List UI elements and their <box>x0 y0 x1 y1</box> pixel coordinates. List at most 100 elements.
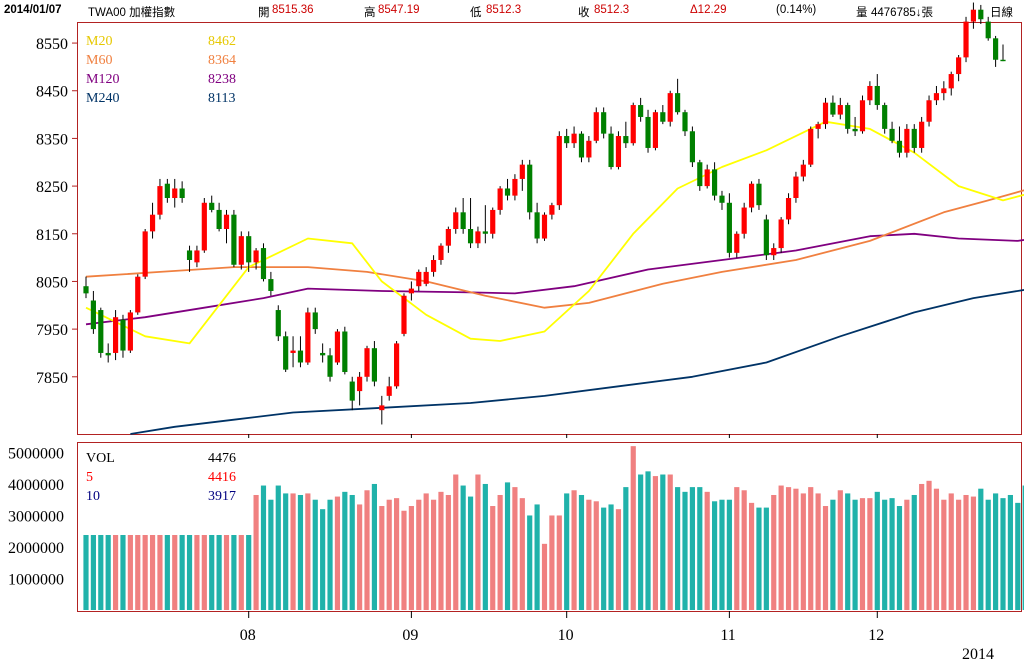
candle-body <box>978 9 984 20</box>
volume-bar <box>527 515 533 610</box>
volume-tick-label: 3000000 <box>8 508 64 525</box>
volume-bar <box>800 493 806 610</box>
candle-body <box>268 279 274 291</box>
candle-body <box>401 295 407 334</box>
volume-bar <box>534 504 540 610</box>
volume-bar <box>993 493 999 610</box>
candle-body <box>423 271 429 284</box>
volume-bar <box>726 499 732 610</box>
price-legend: M20 8462 M60 8364 M120 8238 M240 8113 <box>86 34 236 106</box>
candlesticks <box>83 2 1006 425</box>
quote-header: 2014/01/07 TWA00 加權指數 開 8515.36 高 8547.1… <box>0 0 1024 22</box>
candle-body <box>179 188 185 199</box>
volume-bar <box>941 499 947 610</box>
legend-m60-value: 8364 <box>208 53 236 68</box>
candle-body <box>985 21 991 39</box>
candle-body <box>497 188 503 210</box>
candle-body <box>149 214 156 232</box>
volume-bar <box>105 535 111 610</box>
candle-body <box>394 343 400 387</box>
volume-bar <box>172 535 178 610</box>
candle-body <box>83 286 89 294</box>
legend-m60-name: M60 <box>86 53 112 68</box>
candle-body <box>778 219 784 249</box>
candle-body <box>142 231 148 277</box>
legend-m20-value: 8462 <box>208 34 236 49</box>
legend-m240-value: 8113 <box>208 91 235 106</box>
candle-body <box>660 112 666 122</box>
candle-body <box>963 21 969 58</box>
candle-body <box>238 236 244 265</box>
candle-body <box>460 212 466 229</box>
candle-body <box>830 102 836 115</box>
year-label: 2014 <box>962 646 994 662</box>
volume-bar <box>512 487 518 610</box>
volume-bar <box>297 494 304 610</box>
candle-body <box>815 124 821 129</box>
volume-bar <box>756 507 762 610</box>
volume-bar <box>697 487 703 610</box>
candle-body <box>712 169 718 196</box>
candle-body <box>837 105 843 115</box>
month-label: 09 <box>402 627 418 644</box>
candle-body <box>386 386 392 396</box>
candle-body <box>194 250 200 263</box>
volume-bar <box>623 487 629 610</box>
volume-bar <box>837 490 843 610</box>
volume-bar <box>386 499 392 610</box>
candle-body <box>726 202 732 253</box>
vol-legend-value: 3917 <box>208 489 236 504</box>
volume-bar <box>859 498 866 610</box>
candle-body <box>719 195 725 203</box>
candle-body <box>785 198 792 220</box>
volume-bar <box>926 480 932 610</box>
volume-bar <box>593 501 599 610</box>
candle-body <box>201 202 207 251</box>
volume-tick-label: 4000000 <box>8 477 64 494</box>
volume-bar <box>845 493 851 610</box>
candle-body <box>734 233 740 253</box>
volume-bar <box>578 494 585 610</box>
volume-bar <box>830 499 836 610</box>
volume-tick-label: 2000000 <box>8 540 64 557</box>
volume-bar <box>223 535 230 610</box>
volume-value: 4476785↓張 <box>871 7 934 19</box>
candle-body <box>157 186 163 215</box>
volume-bar <box>112 535 119 610</box>
volume-bar <box>682 491 688 610</box>
volume-bar <box>778 485 784 610</box>
month-label: 11 <box>720 627 735 644</box>
candle-body <box>364 348 370 377</box>
volume-bar <box>852 499 858 610</box>
vol-legend-value: 4476 <box>208 451 236 466</box>
volume-bar <box>808 487 814 610</box>
volume-bar <box>142 535 148 610</box>
candle-body <box>416 271 422 287</box>
candle-body <box>800 164 806 177</box>
volume-bar <box>120 535 126 610</box>
volume-bar <box>571 490 577 610</box>
candle-body <box>956 57 962 75</box>
candle-body <box>275 310 281 337</box>
month-label: 10 <box>558 627 574 644</box>
candle-body <box>519 164 525 179</box>
volume-bar <box>268 499 274 610</box>
candle-body <box>334 331 341 363</box>
candle-body <box>186 250 193 260</box>
month-label: 12 <box>868 627 884 644</box>
candle-body <box>852 128 858 132</box>
volume-bar <box>238 535 244 610</box>
volume-bar <box>882 499 888 610</box>
change-percent: (0.14%) <box>776 4 817 16</box>
candle-body <box>623 136 629 144</box>
volume-bar <box>867 498 873 610</box>
volume-bar <box>541 543 548 610</box>
volume-bar <box>157 535 163 610</box>
close-label: 收 <box>578 7 590 19</box>
candle-body <box>763 219 769 256</box>
candle-body <box>615 136 622 168</box>
candle-body <box>601 112 607 134</box>
vol-legend-value: 4416 <box>208 470 236 485</box>
candle-body <box>845 105 851 129</box>
candle-body <box>911 128 917 148</box>
